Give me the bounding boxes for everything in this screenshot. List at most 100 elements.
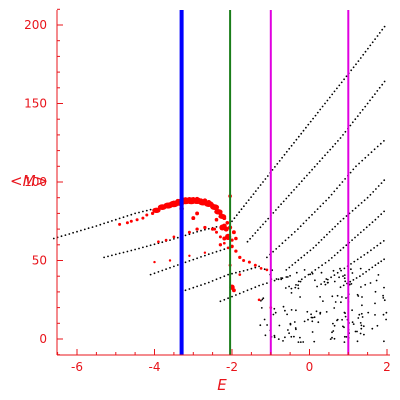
black-scatter-point bbox=[374, 302, 376, 305]
black-scatter-point bbox=[331, 336, 333, 339]
black-curve-10-point bbox=[373, 247, 375, 249]
black-curve-2-point bbox=[200, 256, 202, 258]
black-scatter-point bbox=[344, 315, 347, 318]
red-data-point bbox=[234, 236, 238, 241]
black-curve-9-point bbox=[354, 236, 356, 239]
y-tick-label: 100 bbox=[24, 175, 47, 189]
black-curve-6-point bbox=[272, 212, 275, 214]
black-curve-7-point bbox=[370, 151, 373, 154]
x-tick-label: 0 bbox=[306, 360, 314, 374]
black-scatter-point bbox=[360, 286, 362, 288]
black-scatter-point bbox=[289, 322, 292, 325]
black-scatter-point bbox=[369, 282, 372, 284]
black-curve-2-point bbox=[196, 257, 199, 260]
black-scatter-point bbox=[262, 297, 265, 300]
black-curve-8-point bbox=[297, 259, 300, 262]
black-curve-11-point bbox=[374, 264, 377, 267]
red-data-point bbox=[172, 235, 176, 239]
black-curve-4-point bbox=[219, 300, 222, 303]
black-curve-5-point bbox=[264, 178, 267, 180]
black-curve-6-point bbox=[349, 124, 352, 127]
black-curve-6-point bbox=[351, 121, 354, 124]
black-curve-9-point bbox=[362, 229, 365, 231]
black-curve-10-point bbox=[343, 267, 346, 270]
black-scatter-point bbox=[325, 311, 328, 313]
black-curve-6-point bbox=[366, 102, 369, 105]
black-curve-5-point bbox=[362, 53, 365, 56]
red-data-point bbox=[218, 235, 222, 239]
black-scatter-point bbox=[295, 328, 297, 331]
black-scatter-point bbox=[327, 281, 329, 284]
red-data-point bbox=[164, 238, 168, 242]
black-curve-7-point bbox=[333, 190, 336, 193]
black-curve-1-point bbox=[138, 247, 140, 250]
black-curve-4-point bbox=[246, 289, 249, 292]
black-curve-6-point bbox=[369, 99, 371, 102]
black-curve-1-point bbox=[122, 251, 125, 254]
black-curve-7-point bbox=[281, 242, 284, 245]
black-curve-11-point bbox=[362, 273, 364, 275]
black-curve-8-point bbox=[375, 188, 377, 190]
red-data-point bbox=[129, 219, 133, 223]
black-curve-9-point bbox=[380, 213, 383, 216]
black-curve-1-point bbox=[103, 256, 105, 259]
black-curve-7-point bbox=[302, 222, 305, 225]
black-curve-5-point bbox=[326, 99, 329, 102]
red-data-point bbox=[187, 197, 192, 202]
red-data-point bbox=[188, 254, 191, 257]
black-scatter-point bbox=[342, 275, 344, 277]
black-curve-8-point bbox=[331, 228, 334, 231]
black-curve-1-point bbox=[188, 233, 191, 236]
y-tick-label: 50 bbox=[32, 254, 47, 268]
black-curve-2-point bbox=[161, 269, 164, 272]
red-data-point bbox=[175, 198, 180, 203]
black-curve-7-point bbox=[278, 245, 281, 248]
black-scatter-point bbox=[359, 322, 362, 324]
y-tick-label: 0 bbox=[39, 332, 47, 346]
black-curve-6-point bbox=[293, 189, 295, 191]
black-scatter-point bbox=[356, 330, 358, 333]
x-tick-label: 2 bbox=[383, 360, 391, 374]
black-curve-2-point bbox=[204, 254, 206, 257]
black-scatter-point bbox=[264, 334, 267, 337]
black-curve-10-point bbox=[326, 278, 329, 281]
ticks-layer: 0 50 100 150 200 -6 -4 -2 0 2 bbox=[24, 8, 391, 374]
red-data-point bbox=[238, 273, 242, 276]
black-scatter-point bbox=[261, 298, 264, 301]
black-curve-9-point bbox=[365, 226, 368, 229]
black-scatter-point bbox=[360, 327, 363, 330]
black-scatter-point bbox=[350, 283, 353, 285]
black-curve-5-point bbox=[302, 129, 305, 132]
black-scatter-point bbox=[319, 311, 322, 314]
red-data-point bbox=[222, 241, 226, 245]
black-curve-3-point bbox=[246, 269, 249, 271]
black-curve-8-point bbox=[383, 179, 386, 182]
black-curve-8-point bbox=[345, 215, 348, 217]
black-scatter-point bbox=[382, 313, 385, 316]
black-curve-7-point bbox=[364, 156, 367, 159]
black-scatter-point bbox=[360, 312, 363, 315]
black-scatter-point bbox=[356, 340, 359, 343]
black-curve-6-point bbox=[313, 165, 316, 168]
black-curve-10-point bbox=[356, 258, 359, 261]
black-curve-8-point bbox=[291, 264, 294, 266]
black-scatter-point bbox=[371, 327, 374, 330]
black-curve-5-point bbox=[369, 44, 372, 47]
black-curve-4-point bbox=[242, 291, 245, 293]
black-scatter-point bbox=[306, 310, 309, 313]
black-curve-0-point bbox=[145, 209, 148, 212]
black-curve-8-point bbox=[360, 202, 363, 204]
black-curve-9-point bbox=[359, 231, 362, 234]
black-curve-5-point bbox=[316, 111, 319, 114]
black-curve-9-point bbox=[300, 278, 303, 281]
black-scatter-point bbox=[282, 305, 285, 308]
black-curve-6-point bbox=[329, 148, 332, 151]
red-data-point bbox=[210, 203, 215, 208]
black-curve-7-point bbox=[287, 236, 290, 239]
black-curve-6-point bbox=[383, 80, 386, 83]
black-curve-2-point bbox=[157, 271, 160, 273]
black-curve-6-point bbox=[280, 203, 282, 206]
black-curve-5-point bbox=[314, 114, 317, 117]
black-curve-2-point bbox=[219, 249, 222, 252]
black-scatter-point bbox=[333, 280, 336, 283]
